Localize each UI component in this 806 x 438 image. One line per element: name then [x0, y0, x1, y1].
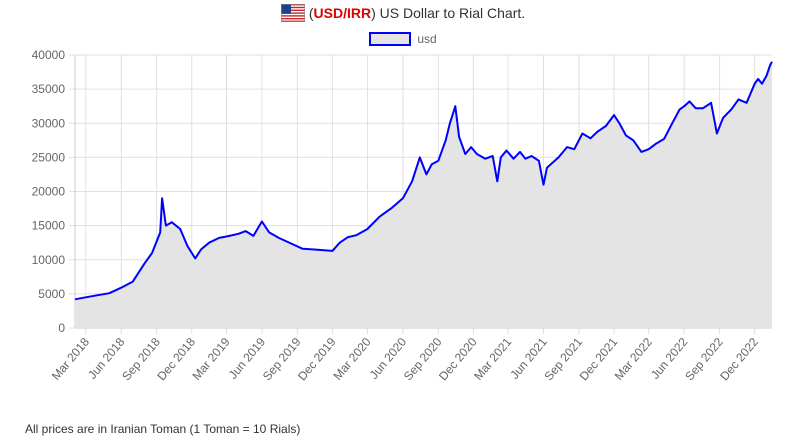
- x-tick-label: Mar 2019: [189, 335, 233, 383]
- legend-label: usd: [417, 32, 437, 46]
- y-tick-label: 25000: [32, 150, 66, 164]
- usd-area-fill: [75, 61, 772, 329]
- legend-swatch: [369, 32, 412, 46]
- footer-note: All prices are in Iranian Toman (1 Toman…: [25, 422, 301, 436]
- x-tick-label: Mar 2022: [612, 335, 656, 383]
- chart-title: (USD/IRR) US Dollar to Rial Chart.: [0, 4, 806, 22]
- usd-series-line: [74, 61, 773, 301]
- y-tick-label: 0: [58, 321, 65, 335]
- x-tick-label: Mar 2018: [49, 335, 93, 383]
- x-tick-label: Mar 2021: [471, 335, 515, 383]
- x-tick-label: Dec 2022: [717, 335, 761, 384]
- y-tick-label: 15000: [32, 219, 66, 233]
- y-tick-label: 40000: [32, 48, 66, 62]
- y-tick-label: 30000: [32, 116, 66, 130]
- y-tick-label: 20000: [32, 185, 66, 199]
- currency-pair: USD/IRR: [313, 5, 372, 21]
- y-tick-label: 5000: [38, 287, 65, 301]
- title-text: US Dollar to Rial Chart.: [379, 5, 526, 21]
- y-tick-label: 10000: [32, 253, 66, 267]
- legend[interactable]: usd: [0, 32, 806, 46]
- us-flag-icon: [280, 4, 305, 22]
- x-tick-label: Mar 2020: [330, 335, 374, 383]
- y-tick-label: 35000: [32, 82, 66, 96]
